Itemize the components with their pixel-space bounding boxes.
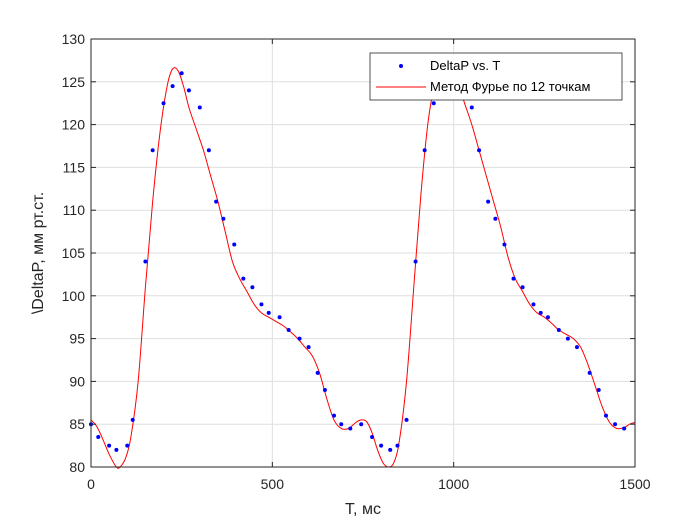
data-point [370, 435, 375, 440]
data-point [587, 370, 592, 375]
y-tick-label: 110 [63, 202, 86, 218]
data-point [306, 345, 311, 350]
legend-label-points: DeltaP vs. T [430, 58, 500, 73]
data-point [96, 435, 101, 440]
data-point [388, 447, 393, 452]
data-point [502, 242, 507, 247]
data-point [359, 422, 364, 427]
data-point [477, 148, 482, 153]
y-tick-label: 100 [62, 288, 86, 304]
legend-label-line: Метод Фурье по 12 точкам [430, 79, 590, 94]
data-point [520, 285, 525, 290]
data-point [297, 336, 302, 341]
data-point [538, 310, 543, 315]
data-point [232, 242, 237, 247]
data-point [286, 328, 291, 333]
data-point [179, 71, 184, 76]
data-point [531, 302, 536, 307]
data-point [486, 199, 491, 204]
data-point [107, 443, 112, 448]
data-point [431, 101, 436, 106]
data-point [197, 105, 202, 110]
y-tick-label: 115 [63, 159, 86, 175]
legend-marker-points [399, 64, 403, 68]
data-point [469, 105, 474, 110]
data-point [250, 285, 255, 290]
data-point [574, 345, 579, 350]
x-tick-label: 500 [261, 476, 285, 492]
y-tick-label: 80 [69, 459, 85, 475]
data-point [221, 216, 226, 221]
data-point [413, 259, 418, 264]
y-tick-label: 85 [69, 416, 85, 432]
data-point [322, 387, 327, 392]
data-point [170, 84, 175, 89]
x-tick-label: 0 [87, 476, 95, 492]
data-point [206, 148, 211, 153]
data-point [379, 443, 384, 448]
data-point [125, 443, 130, 448]
data-point [315, 370, 320, 375]
data-point [339, 422, 344, 427]
data-point [150, 148, 155, 153]
data-point [596, 387, 601, 392]
x-tick-label: 1500 [619, 476, 650, 492]
data-point [130, 417, 135, 422]
y-tick-label: 125 [62, 74, 86, 90]
y-tick-label: 105 [62, 245, 86, 261]
legend-box [369, 52, 623, 101]
data-point [603, 413, 608, 418]
ticks [90, 38, 636, 468]
y-axis-label: \DeltaP, мм рт.ст. [30, 192, 47, 314]
data-point [395, 443, 400, 448]
data-point [241, 276, 246, 281]
data-point [114, 447, 119, 452]
data-point [404, 417, 409, 422]
y-tick-label: 130 [62, 31, 86, 47]
data-point [186, 88, 191, 93]
data-point [259, 302, 264, 307]
y-tick-label: 95 [69, 331, 85, 347]
points-layer [89, 71, 627, 452]
data-point [565, 336, 570, 341]
data-point [556, 328, 561, 333]
curve-layer [90, 64, 636, 469]
data-point [545, 315, 550, 320]
fourier-curve [90, 64, 636, 469]
tick-labels: 0 500 1000 1500 80 85 90 95 100 105 110 115 120 125 13… [62, 31, 651, 492]
data-point [331, 413, 336, 418]
y-tick-label: 120 [62, 117, 86, 133]
legend: DeltaP vs. T Метод Фурье по 12 точкам [369, 52, 623, 101]
x-tick-label: 1000 [438, 476, 469, 492]
data-point [143, 259, 148, 264]
data-point [422, 148, 427, 153]
data-point [161, 101, 166, 106]
x-axis-label: T, мс [345, 501, 381, 518]
data-point [214, 199, 219, 204]
data-point [622, 426, 627, 431]
data-point [613, 422, 618, 427]
data-point [348, 426, 353, 431]
y-tick-label: 90 [69, 373, 85, 389]
data-point [511, 276, 516, 281]
data-point [277, 315, 282, 320]
data-point [266, 310, 271, 315]
data-point [493, 216, 498, 221]
